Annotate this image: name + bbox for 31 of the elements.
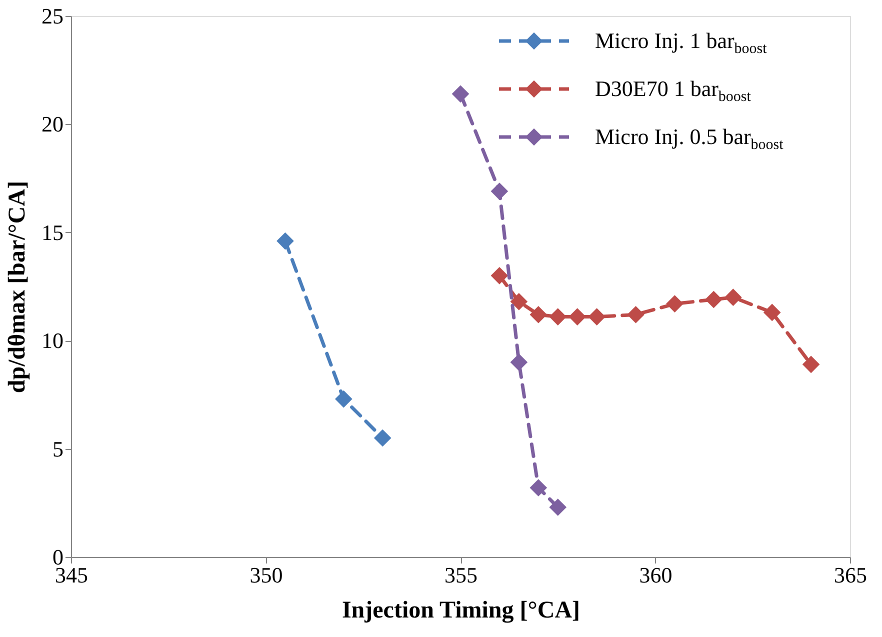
y-tick-label: 15 — [42, 220, 64, 245]
y-tick-label: 5 — [52, 436, 64, 462]
point — [510, 354, 528, 371]
y-tick-label: 10 — [42, 328, 64, 354]
point — [276, 232, 294, 250]
x-tick-label: 355 — [444, 562, 478, 588]
x-axis-title: Injection Timing [°CA] — [342, 598, 580, 624]
x-tick-label: 365 — [834, 562, 867, 588]
point — [549, 308, 567, 326]
point — [724, 288, 742, 306]
point — [490, 267, 508, 284]
y-tick-label: 20 — [42, 112, 64, 137]
point — [334, 390, 352, 408]
point — [666, 295, 684, 312]
y-tick-label: 25 — [42, 4, 64, 28]
point — [588, 308, 606, 326]
point — [549, 498, 567, 516]
point — [452, 85, 470, 103]
y-axis-title: dp/dθmax [bar/°CA] — [4, 180, 30, 394]
point — [705, 290, 722, 308]
point — [568, 308, 586, 326]
point — [802, 356, 820, 374]
point — [510, 292, 528, 310]
point — [374, 429, 392, 447]
point — [530, 479, 548, 496]
point — [530, 306, 548, 324]
point — [627, 306, 644, 324]
x-tick-label: 360 — [639, 562, 672, 588]
point — [490, 182, 508, 200]
point — [763, 304, 781, 322]
x-tick-label: 350 — [250, 562, 283, 588]
